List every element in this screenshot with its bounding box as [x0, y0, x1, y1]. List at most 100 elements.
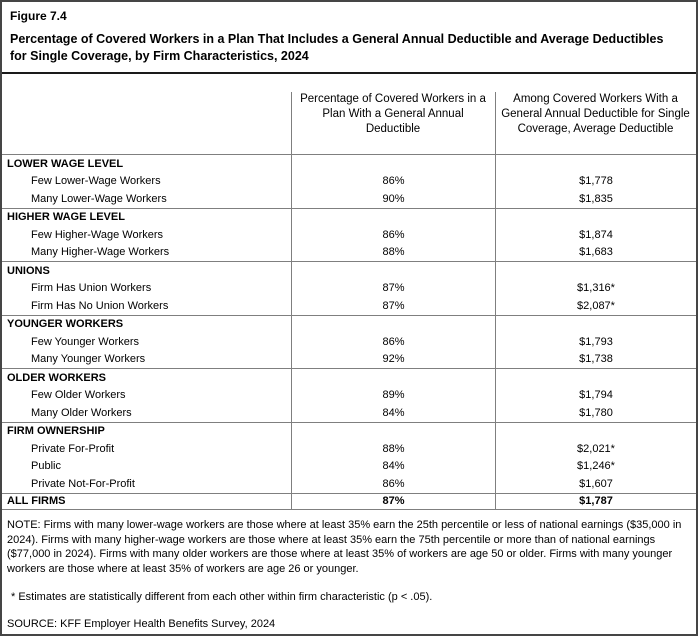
table-section: UNIONS Firm Has Union Workers 87% $1,316* Fi… [2, 261, 696, 315]
row-label-cell: Private For-Profit [31, 442, 115, 455]
table-header-row: Percentage of Covered Workers in a Plan … [2, 74, 696, 155]
table-row: Many Older Workers 84% $1,780 [2, 404, 696, 422]
source-text: SOURCE: KFF Employer Health Benefits Sur… [7, 617, 276, 630]
col-header-firm-characteristic [2, 112, 291, 116]
figure-header: Figure 7.4 Percentage of Covered Workers… [2, 2, 696, 74]
pct-cell: 84% [291, 404, 495, 422]
table-section: LOWER WAGE LEVEL Few Lower-Wage Workers 86… [2, 155, 696, 208]
deductible-cell: $1,780 [495, 404, 696, 422]
table-row: Few Higher-Wage Workers 86% $1,874 [2, 226, 696, 244]
row-label-cell: Many Older Workers [31, 406, 132, 419]
total-row-label: ALL FIRMS [7, 495, 66, 508]
section-header-row: LOWER WAGE LEVEL [2, 155, 696, 173]
table-row: Few Older Workers 89% $1,794 [2, 386, 696, 404]
pct-cell: 89% [291, 386, 495, 404]
section-header-label: OLDER WORKERS [7, 371, 106, 384]
section-header-label: FIRM OWNERSHIP [7, 425, 105, 438]
figure-label: Figure 7.4 [10, 9, 67, 23]
section-header-row: YOUNGER WORKERS [2, 315, 696, 333]
figure-title: Percentage of Covered Workers in a Plan … [10, 32, 664, 63]
section-header-label: LOWER WAGE LEVEL [7, 157, 124, 170]
row-label-cell: Private Not-For-Profit [31, 477, 135, 490]
deductible-cell: $2,021* [495, 440, 696, 458]
row-label-cell: Many Lower-Wage Workers [31, 192, 167, 205]
section-header-empty-cell [291, 422, 495, 440]
figure-notes: NOTE: Firms with many lower-wage workers… [2, 510, 696, 632]
note-text: NOTE: Firms with many lower-wage workers… [7, 519, 682, 575]
total-pct-cell: 87% [291, 493, 495, 509]
section-header-label: HIGHER WAGE LEVEL [7, 211, 125, 224]
deductible-cell: $1,874 [495, 226, 696, 244]
deductible-cell: $1,246* [495, 457, 696, 475]
table-row: Few Lower-Wage Workers 86% $1,778 [2, 172, 696, 190]
pct-cell: 88% [291, 243, 495, 261]
pct-cell: 90% [291, 190, 495, 208]
table-section: HIGHER WAGE LEVEL Few Higher-Wage Workers… [2, 207, 696, 261]
section-header-empty-cell [495, 262, 696, 280]
pct-cell: 86% [291, 226, 495, 244]
deductible-cell: $1,793 [495, 333, 696, 351]
deductible-cell: $2,087* [495, 297, 696, 315]
table-row: Many Lower-Wage Workers 90% $1,835 [2, 190, 696, 208]
pct-cell: 87% [291, 279, 495, 297]
header-column-divider [291, 92, 292, 154]
asterisk-note: * Estimates are statistically different … [11, 591, 433, 604]
table-section: FIRM OWNERSHIP Private For-Profit 88% $2,02… [2, 421, 696, 493]
deductible-cell: $1,794 [495, 386, 696, 404]
section-header-row: OLDER WORKERS [2, 369, 696, 387]
section-header-empty-cell [291, 315, 495, 333]
row-label-cell: Public [31, 460, 61, 473]
deductible-cell: $1,316* [495, 279, 696, 297]
section-header-label: YOUNGER WORKERS [7, 318, 124, 331]
col-header-average-deductible: Among Covered Workers With a General Ann… [501, 92, 690, 135]
table-row: Few Younger Workers 86% $1,793 [2, 333, 696, 351]
pct-cell: 86% [291, 475, 495, 493]
pct-cell: 87% [291, 297, 495, 315]
deductible-cell: $1,835 [495, 190, 696, 208]
table-total-row: ALL FIRMS 87% $1,787 [2, 492, 696, 510]
deductible-cell: $1,778 [495, 172, 696, 190]
section-header-empty-cell [291, 155, 495, 173]
section-header-row: UNIONS [2, 262, 696, 280]
section-header-row: FIRM OWNERSHIP [2, 422, 696, 440]
table-row: Public 84% $1,246* [2, 457, 696, 475]
section-header-empty-cell [495, 422, 696, 440]
pct-cell: 86% [291, 333, 495, 351]
table-row: Private For-Profit 88% $2,021* [2, 440, 696, 458]
row-label-cell: Few Younger Workers [31, 335, 140, 348]
deductible-cell: $1,683 [495, 243, 696, 261]
row-label-cell: Firm Has No Union Workers [31, 299, 169, 312]
section-header-empty-cell [291, 369, 495, 387]
header-column-divider [495, 92, 496, 154]
pct-cell: 84% [291, 457, 495, 475]
row-label-cell: Many Higher-Wage Workers [31, 246, 170, 259]
deductibles-table: Percentage of Covered Workers in a Plan … [2, 74, 696, 510]
total-deductible-cell: $1,787 [495, 493, 696, 509]
section-header-empty-cell [291, 208, 495, 226]
section-header-empty-cell [495, 369, 696, 387]
section-header-empty-cell [291, 262, 495, 280]
row-label-cell: Few Lower-Wage Workers [31, 175, 161, 188]
row-label-cell: Many Younger Workers [31, 353, 146, 366]
table-section: YOUNGER WORKERS Few Younger Workers 86% $1,… [2, 314, 696, 368]
col-header-percentage-with-deductible: Percentage of Covered Workers in a Plan … [300, 92, 486, 135]
section-header-label: UNIONS [7, 264, 50, 277]
table-row: Firm Has No Union Workers 87% $2,087* [2, 297, 696, 315]
pct-cell: 92% [291, 350, 495, 368]
table-row: Many Higher-Wage Workers 88% $1,683 [2, 243, 696, 261]
table-row: Many Younger Workers 92% $1,738 [2, 350, 696, 368]
table-row: Firm Has Union Workers 87% $1,316* [2, 279, 696, 297]
section-header-empty-cell [495, 155, 696, 173]
deductible-cell: $1,607 [495, 475, 696, 493]
section-header-empty-cell [495, 315, 696, 333]
pct-cell: 88% [291, 440, 495, 458]
row-label-cell: Few Higher-Wage Workers [31, 228, 164, 241]
table-row: Private Not-For-Profit 86% $1,607 [2, 475, 696, 493]
pct-cell: 86% [291, 172, 495, 190]
row-label-cell: Firm Has Union Workers [31, 282, 152, 295]
row-label-cell: Few Older Workers [31, 389, 126, 402]
deductible-cell: $1,738 [495, 350, 696, 368]
section-header-empty-cell [495, 208, 696, 226]
table-section: OLDER WORKERS Few Older Workers 89% $1,794 M… [2, 368, 696, 422]
